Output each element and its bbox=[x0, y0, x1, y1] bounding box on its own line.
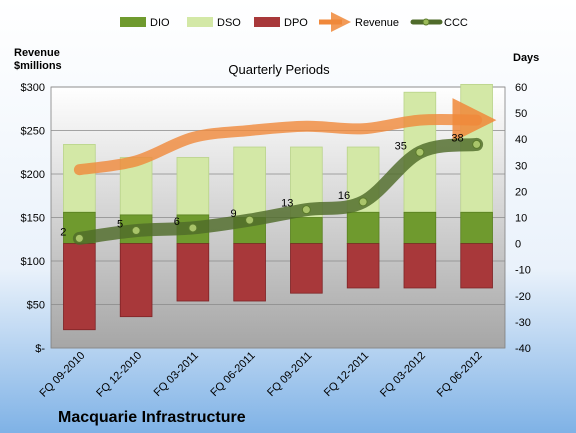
y-right-title: Days bbox=[513, 52, 539, 64]
bar-dso bbox=[176, 157, 210, 216]
ccc-data-label: 6 bbox=[174, 216, 180, 228]
company-name: Macquarie Infrastructure bbox=[58, 409, 246, 426]
legend-label-revenue: Revenue bbox=[355, 17, 399, 29]
y-left-ticks: $- $50 $100 $150 $200 $250 $300 bbox=[21, 82, 46, 355]
ccc-data-label: 16 bbox=[338, 190, 350, 202]
bar-dpo bbox=[460, 243, 493, 289]
bar-dso bbox=[63, 144, 96, 213]
y-right-tick-label: 20 bbox=[515, 186, 527, 198]
y-right-tick-label: 10 bbox=[515, 213, 527, 225]
bar-dio bbox=[290, 217, 323, 245]
revenue-line bbox=[73, 98, 497, 176]
revenue-series bbox=[73, 98, 497, 176]
bar-dpo bbox=[119, 243, 153, 318]
y-right-tick-label: -40 bbox=[515, 343, 531, 355]
bar-dso bbox=[233, 146, 266, 218]
bar-dpo bbox=[63, 243, 96, 331]
ccc-series: 2 5 6 9 13 16 35 38 bbox=[60, 132, 484, 245]
y-left-tick-label: $150 bbox=[21, 213, 45, 225]
ccc-point bbox=[415, 147, 425, 157]
ccc-data-label: 2 bbox=[60, 226, 66, 238]
ccc-point bbox=[131, 226, 141, 236]
y-right-tick-label: -30 bbox=[515, 317, 531, 329]
legend-label-dpo: DPO bbox=[284, 17, 308, 29]
y-left-tick-label: $100 bbox=[21, 256, 45, 268]
y-right-tick-label: -10 bbox=[515, 265, 531, 277]
ccc-data-label: 13 bbox=[281, 198, 293, 210]
y-left-tick-label: $50 bbox=[27, 300, 45, 312]
bar-dpo bbox=[176, 243, 210, 302]
legend-label-ccc: CCC bbox=[444, 17, 468, 29]
legend-swatch-dso bbox=[187, 17, 213, 27]
ccc-point bbox=[301, 205, 311, 215]
y-right-tick-label: 60 bbox=[515, 82, 527, 94]
chart-title: Quarterly Periods bbox=[228, 62, 330, 77]
bar-dpo bbox=[233, 243, 266, 302]
bar-dio bbox=[460, 211, 493, 244]
y-left-title-line2: $millions bbox=[14, 60, 62, 72]
y-left-tick-label: $- bbox=[35, 343, 45, 355]
ccc-point bbox=[472, 139, 482, 149]
legend-label-dso: DSO bbox=[217, 17, 241, 29]
ccc-point bbox=[188, 223, 198, 233]
legend-swatch-dio bbox=[120, 17, 146, 27]
ccc-point bbox=[358, 197, 368, 207]
y-right-tick-label: 50 bbox=[515, 108, 527, 120]
y-right-ticks: -40 -30 -20 -10 0 10 20 30 40 50 60 bbox=[515, 82, 531, 355]
ccc-data-label: 9 bbox=[231, 208, 237, 220]
y-left-tick-label: $200 bbox=[21, 169, 45, 181]
legend-swatch-ccc-marker bbox=[422, 18, 430, 26]
ccc-line bbox=[72, 137, 484, 245]
bar-dio bbox=[346, 211, 380, 244]
bar-dpo bbox=[346, 243, 380, 289]
ccc-data-label: 38 bbox=[451, 132, 463, 144]
y-left-tick-label: $250 bbox=[21, 126, 45, 138]
y-right-tick-label: 30 bbox=[515, 160, 527, 172]
legend-swatch-dpo bbox=[254, 17, 280, 27]
bar-dpo bbox=[403, 243, 437, 289]
bar-dpo bbox=[290, 243, 323, 294]
y-right-tick-label: 0 bbox=[515, 239, 521, 251]
y-right-tick-label: 40 bbox=[515, 134, 527, 146]
ccc-data-label: 35 bbox=[395, 140, 407, 152]
y-left-tick-label: $300 bbox=[21, 82, 45, 94]
bar-dio bbox=[403, 211, 437, 244]
y-right-tick-label: -20 bbox=[515, 291, 531, 303]
legend-label-dio: DIO bbox=[150, 17, 170, 29]
legend: DIO DSO DPO Revenue CCC bbox=[120, 12, 468, 32]
ccc-point bbox=[74, 233, 84, 243]
y-left-title-line1: Revenue bbox=[14, 47, 60, 59]
ccc-point bbox=[245, 215, 255, 225]
ccc-data-label: 5 bbox=[117, 219, 123, 231]
